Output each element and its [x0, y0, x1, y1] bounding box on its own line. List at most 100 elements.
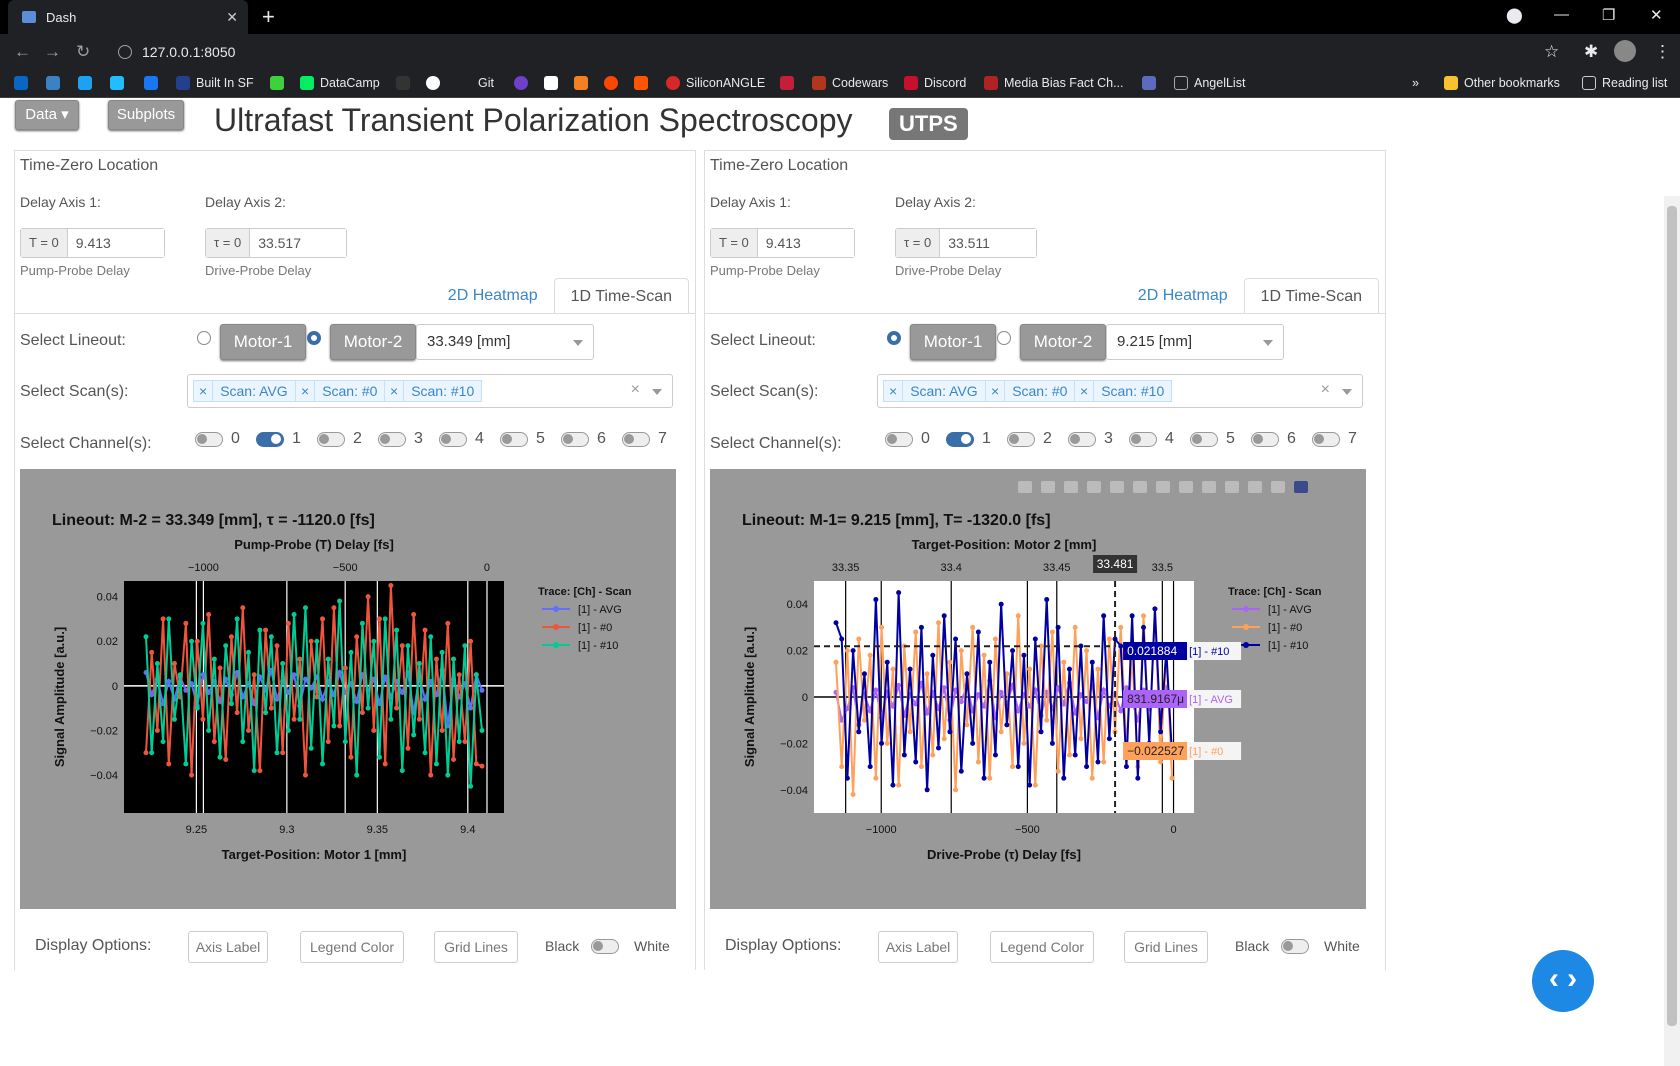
bookmark-built-in-sf[interactable]: Built In SF [176, 76, 254, 90]
zoom-in-icon[interactable] [1133, 481, 1147, 493]
channel-5-toggle[interactable] [1190, 432, 1218, 447]
hover-compare-icon[interactable] [1271, 481, 1285, 493]
bookmark-icon[interactable] [270, 76, 290, 90]
reset-axes-icon[interactable] [1202, 481, 1216, 493]
bookmark-icon[interactable] [574, 76, 594, 90]
lineout-dropdown[interactable]: 9.215 [mm] [1106, 324, 1284, 360]
dash-debug-button[interactable]: ‹ › [1532, 950, 1594, 1012]
camera-icon[interactable] [1018, 481, 1032, 493]
channel-6-toggle[interactable] [1251, 432, 1279, 447]
clear-all-icon[interactable]: × [630, 381, 640, 398]
scans-multiselect[interactable]: × Scan: AVG × Scan: #0 × Scan: #10 × [877, 374, 1363, 408]
reddit-icon[interactable] [604, 76, 624, 90]
zoom-icon[interactable] [1041, 481, 1055, 493]
motor-2-radio[interactable] [997, 331, 1011, 345]
zoom-out-icon[interactable] [1156, 481, 1170, 493]
page-scrollbar[interactable] [1664, 196, 1680, 1066]
tab-2d-heatmap[interactable]: 2D Heatmap [447, 287, 538, 304]
motor-1-radio[interactable] [197, 331, 211, 345]
motor-2-button[interactable]: Motor-2 [330, 324, 416, 360]
restore-icon[interactable]: ❐ [1602, 7, 1616, 24]
channel-1-toggle[interactable] [256, 432, 284, 447]
hover-closest-icon[interactable] [1248, 481, 1262, 493]
remove-chip-icon[interactable]: × [884, 381, 904, 401]
lineout-plot-left[interactable]: Lineout: M-2 = 33.349 [mm], τ = -1120.0 … [20, 469, 676, 909]
bookmark-discord[interactable]: Discord [904, 76, 966, 90]
axis-label-button[interactable]: Axis Label [878, 931, 958, 963]
scan-chip-avg[interactable]: × Scan: AVG [193, 380, 296, 402]
new-tab-icon[interactable]: + [262, 4, 275, 29]
tau0-input[interactable]: 33.511 [940, 229, 1037, 257]
legend-color-button[interactable]: Legend Color [990, 931, 1094, 963]
lasso-icon[interactable] [1110, 481, 1124, 493]
scans-multiselect[interactable]: × Scan: AVG × Scan: #0 × Scan: #10 × [187, 374, 673, 408]
chevron-down-icon[interactable] [652, 389, 662, 395]
bookmark-icon[interactable] [780, 76, 800, 90]
scan-chip-10[interactable]: × Scan: #10 [1074, 380, 1173, 402]
scrollbar-thumb[interactable] [1667, 206, 1677, 1026]
chevron-down-icon[interactable] [1342, 389, 1352, 395]
remove-chip-icon[interactable]: × [1075, 381, 1095, 401]
remove-chip-icon[interactable]: × [385, 381, 405, 401]
bookmark-reading-list[interactable]: Reading list [1582, 76, 1667, 90]
close-tab-icon[interactable]: ✕ [226, 9, 238, 25]
channel-2-toggle[interactable] [1007, 432, 1035, 447]
bookmark-icon[interactable] [514, 76, 534, 90]
subplots-button[interactable]: Subplots [108, 100, 184, 130]
soundcloud-icon[interactable] [634, 76, 654, 90]
bookmark-git[interactable]: Git [458, 76, 494, 90]
pan-icon[interactable] [1064, 481, 1078, 493]
lineout-plot-right[interactable]: Lineout: M-1= 9.215 [mm], T= -1320.0 [fs… [710, 469, 1366, 909]
bookmark-codewars[interactable]: Codewars [812, 76, 888, 90]
lineout-dropdown[interactable]: 33.349 [mm] [416, 324, 594, 360]
reload-icon[interactable]: ↻ [76, 42, 91, 61]
channel-0-toggle[interactable] [195, 432, 223, 447]
menu-icon[interactable]: ⋮ [1654, 42, 1671, 61]
plotly-logo-icon[interactable] [1294, 481, 1308, 493]
channel-1-toggle[interactable] [946, 432, 974, 447]
motor-1-radio[interactable] [887, 331, 901, 345]
avatar[interactable] [1614, 40, 1636, 62]
twitter-icon[interactable] [78, 76, 98, 90]
linkedin-icon[interactable] [14, 76, 34, 90]
channel-6-toggle[interactable] [561, 432, 589, 447]
profile-menu-icon[interactable]: ⬤ [1506, 7, 1523, 24]
more-bookmarks-icon[interactable]: » [1412, 76, 1419, 90]
tau0-input[interactable]: 33.517 [250, 229, 347, 257]
axis-label-button[interactable]: Axis Label [188, 931, 268, 963]
bookmark-icon[interactable] [426, 76, 446, 90]
bookmark-icon[interactable] [46, 76, 66, 90]
motor-2-button[interactable]: Motor-2 [1020, 324, 1106, 360]
kaggle-icon[interactable] [110, 76, 130, 90]
motor-1-button[interactable]: Motor-1 [220, 324, 306, 360]
motor-1-button[interactable]: Motor-1 [910, 324, 996, 360]
forward-icon[interactable]: → [44, 42, 61, 61]
channel-4-toggle[interactable] [439, 432, 467, 447]
legend-color-button[interactable]: Legend Color [300, 931, 404, 963]
tab-1d-time-scan[interactable]: 1D Time-Scan [553, 278, 689, 314]
theme-toggle[interactable] [591, 939, 619, 954]
scan-chip-0[interactable]: × Scan: #0 [985, 380, 1076, 402]
channel-3-toggle[interactable] [378, 432, 406, 447]
bookmark-media-bias[interactable]: Media Bias Fact Ch... [984, 76, 1124, 90]
extensions-icon[interactable]: ✱ [1584, 42, 1599, 61]
box-select-icon[interactable] [1087, 481, 1101, 493]
channel-2-toggle[interactable] [317, 432, 345, 447]
channel-4-toggle[interactable] [1129, 432, 1157, 447]
bookmark-icon[interactable] [144, 76, 164, 90]
grid-lines-button[interactable]: Grid Lines [1124, 931, 1208, 963]
channel-3-toggle[interactable] [1068, 432, 1096, 447]
tab-1d-time-scan[interactable]: 1D Time-Scan [1243, 278, 1379, 314]
t0-input[interactable]: 9.413 [67, 229, 164, 257]
theme-toggle[interactable] [1281, 939, 1309, 954]
bookmark-icon[interactable] [1142, 76, 1162, 90]
bookmark-angellist[interactable]: AngelList [1174, 76, 1245, 90]
bookmark-icon[interactable] [396, 76, 416, 90]
remove-chip-icon[interactable]: × [194, 381, 214, 401]
tab-2d-heatmap[interactable]: 2D Heatmap [1137, 287, 1228, 304]
spike-lines-icon[interactable] [1225, 481, 1239, 493]
bookmark-siliconangle[interactable]: SiliconANGLE [666, 76, 765, 90]
bookmark-other[interactable]: Other bookmarks [1444, 76, 1560, 90]
scan-chip-10[interactable]: × Scan: #10 [384, 380, 483, 402]
back-icon[interactable]: ← [14, 42, 31, 61]
